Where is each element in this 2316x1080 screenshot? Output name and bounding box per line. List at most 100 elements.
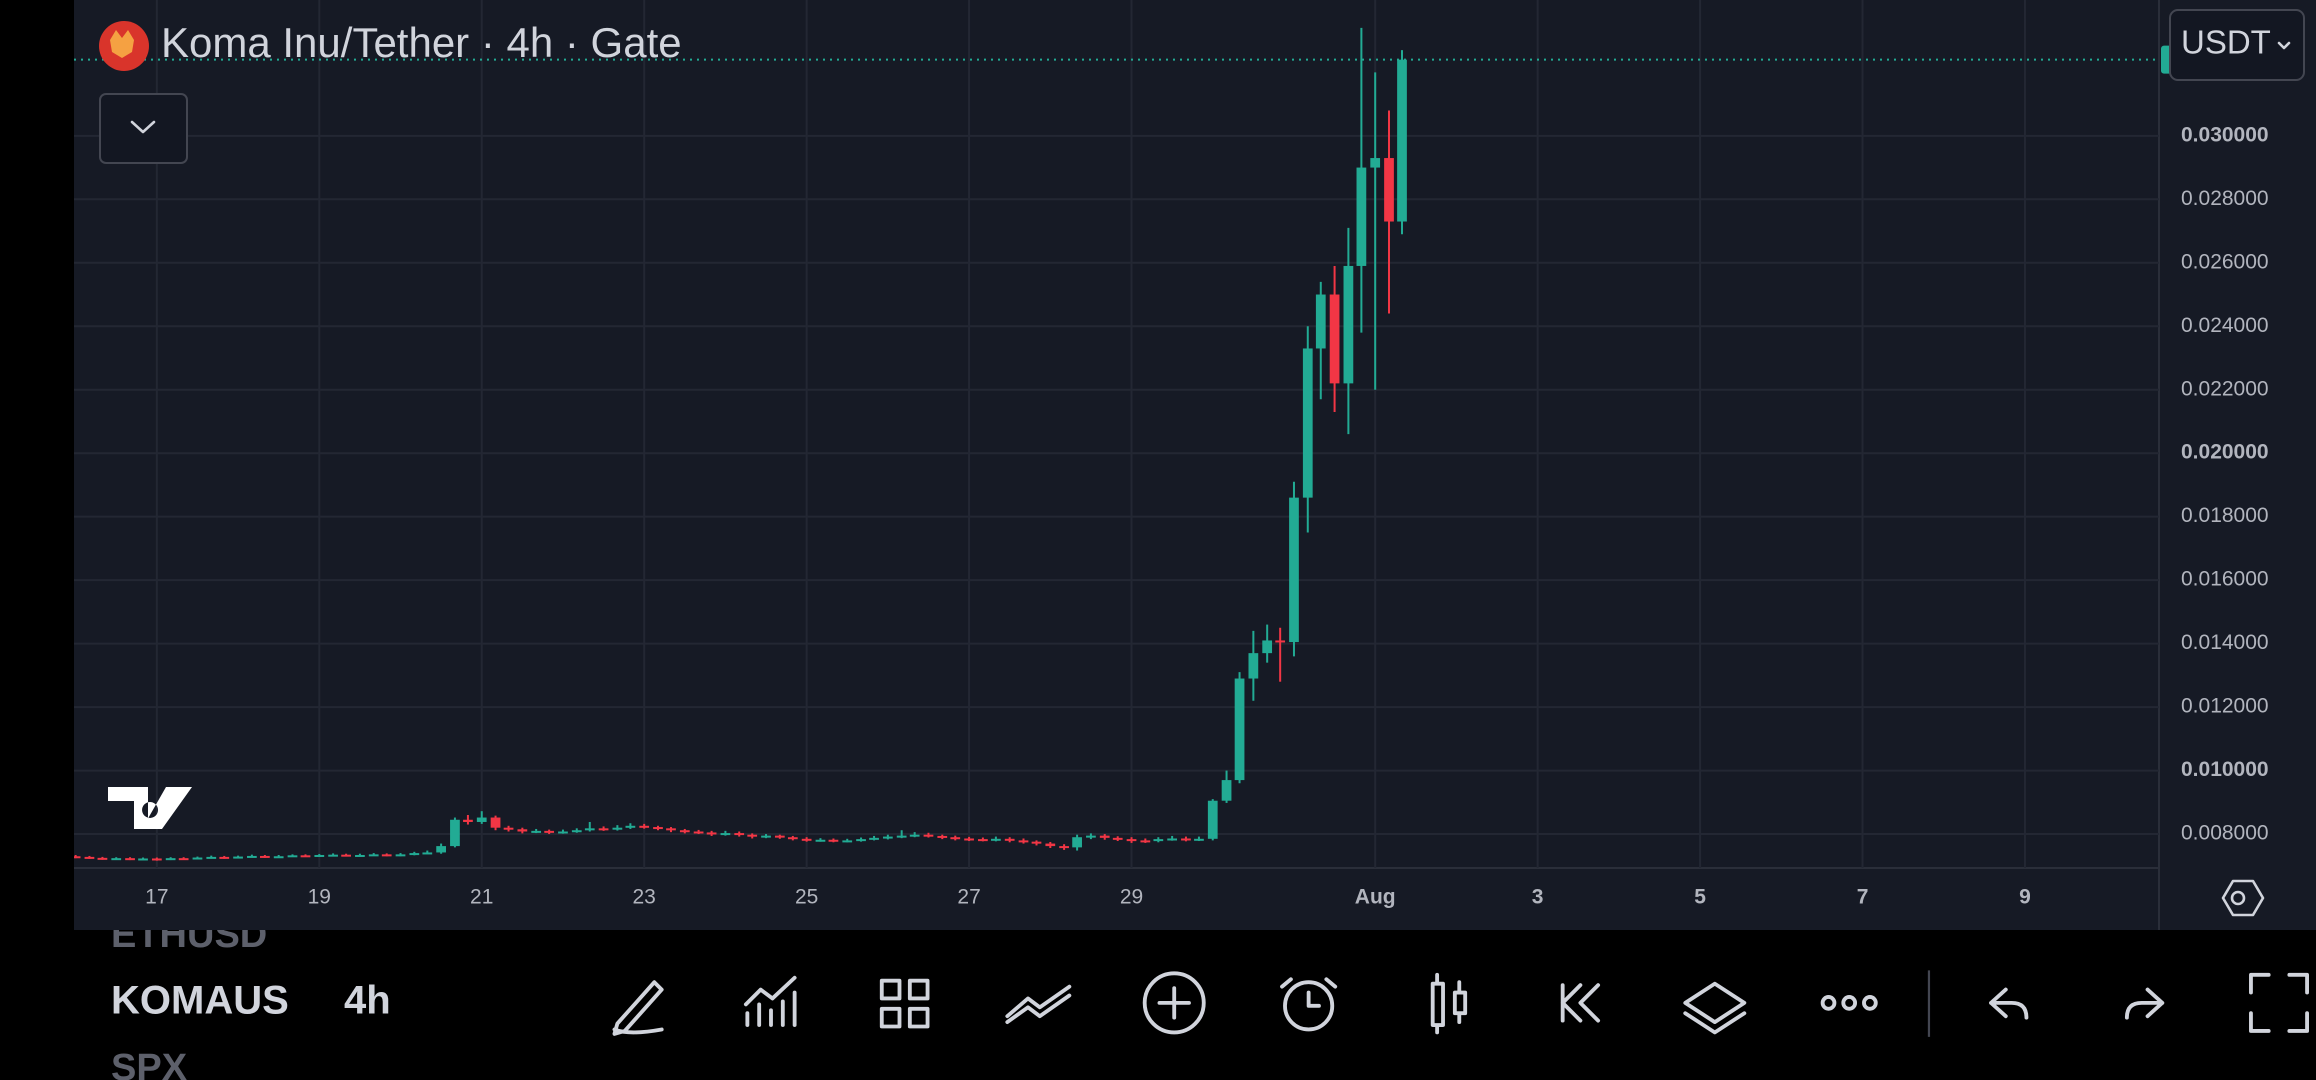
candle-body <box>1140 840 1151 843</box>
y-tick-label: 0.020000 <box>2181 441 2269 464</box>
compare-icon[interactable] <box>1005 984 1072 1025</box>
candle-body <box>314 854 325 857</box>
currency-button[interactable] <box>2169 9 2305 81</box>
x-tick-label: 27 <box>957 886 980 909</box>
x-tick-label: Aug <box>1355 886 1396 909</box>
candle-body <box>1059 846 1069 849</box>
candle-body <box>1370 158 1381 168</box>
layers-icon[interactable] <box>1683 981 1747 1035</box>
candle-body <box>395 854 406 857</box>
currency-chevron <box>2277 41 2291 50</box>
candle-body <box>1194 838 1204 841</box>
candle-body <box>206 856 217 859</box>
candle-body <box>869 837 879 840</box>
candle-body <box>1004 838 1015 841</box>
candle-body <box>598 828 609 831</box>
draw-icon[interactable] <box>612 980 664 1036</box>
chart-area <box>74 0 2316 930</box>
currency-label: USDT <box>2181 24 2271 61</box>
replay-icon[interactable] <box>1560 983 1601 1023</box>
y-tick-label: 0.010000 <box>2181 758 2269 781</box>
candle-body <box>1384 158 1394 222</box>
candle-body <box>747 834 758 837</box>
y-tick-label: 0.028000 <box>2181 187 2269 210</box>
candle-body <box>151 858 162 861</box>
candle-body <box>801 838 812 841</box>
candle-body <box>896 835 907 838</box>
candle-body <box>978 839 988 842</box>
symbol-item[interactable]: KOMAUS <box>111 979 289 1023</box>
indicators-icon[interactable] <box>743 975 797 1027</box>
candle-body <box>1018 840 1029 843</box>
x-tick-label: 9 <box>2019 886 2031 909</box>
candle-body <box>84 856 95 859</box>
redo-icon[interactable] <box>2124 987 2165 1020</box>
watermark-logo <box>108 787 192 829</box>
candle-body <box>544 830 555 833</box>
x-tick-label: 25 <box>795 886 818 909</box>
chart-type-icon[interactable] <box>1430 972 1468 1035</box>
candle-body <box>233 856 243 859</box>
fullscreen-icon[interactable] <box>2249 972 2309 1033</box>
candle-body <box>1343 265 1354 384</box>
candle-body <box>409 853 420 856</box>
candle-body <box>1072 837 1082 848</box>
toolbar-icons <box>612 970 2309 1037</box>
undo-icon[interactable] <box>1989 987 2029 1020</box>
candle-body <box>842 840 853 843</box>
candle-body <box>950 837 961 840</box>
collapse-button[interactable] <box>99 93 188 164</box>
x-tick-label: 19 <box>308 886 331 909</box>
settings-icon[interactable] <box>2221 879 2265 917</box>
candle-body <box>1302 348 1313 498</box>
candle-body <box>1289 497 1299 643</box>
symbol-item[interactable]: SPX <box>111 1047 188 1080</box>
x-tick-label: 29 <box>1120 886 1143 909</box>
candle-body <box>436 846 447 853</box>
add-icon[interactable] <box>1142 971 1206 1035</box>
more-icon[interactable] <box>1820 995 1837 1011</box>
candle-body <box>761 835 771 838</box>
candle-body <box>74 856 81 859</box>
settings-dot <box>2230 890 2246 906</box>
coin-logo-face <box>110 30 134 58</box>
candle-body <box>1126 839 1137 842</box>
x-tick-label: 3 <box>1532 886 1544 909</box>
candle-body <box>1248 653 1259 679</box>
candle-body <box>1315 294 1326 349</box>
y-tick-label: 0.026000 <box>2181 250 2269 273</box>
interval-button[interactable]: 4h <box>344 979 391 1023</box>
candle-body <box>679 830 690 833</box>
x-tick-label: 17 <box>145 886 168 909</box>
candle-body <box>1221 780 1232 801</box>
candle-body <box>125 858 135 861</box>
candle-body <box>856 839 866 842</box>
y-tick-label: 0.012000 <box>2181 695 2269 718</box>
candle-body <box>219 856 230 859</box>
candle-body <box>1262 640 1273 654</box>
candle-body <box>273 856 284 859</box>
candle-body <box>964 838 974 841</box>
candle-body <box>1275 640 1286 643</box>
candle-body <box>787 837 798 840</box>
symbol-item[interactable]: ETHUSD <box>111 914 267 956</box>
candle-body <box>720 833 731 836</box>
candle-body <box>381 854 392 857</box>
candle-body <box>97 857 108 860</box>
candle-body <box>450 819 460 847</box>
candle-body <box>1031 841 1042 844</box>
layouts-icon[interactable] <box>879 978 930 1029</box>
y-tick-label: 0.016000 <box>2181 568 2269 591</box>
candle-body <box>666 828 676 831</box>
x-tick-label: 5 <box>1694 886 1706 909</box>
candle-body <box>693 831 704 834</box>
candle-body <box>828 839 839 842</box>
candle-body <box>653 827 663 830</box>
alert-icon[interactable] <box>1283 980 1335 1032</box>
candle-body <box>612 827 623 830</box>
candle-body <box>517 829 528 832</box>
candle-body <box>1045 843 1056 847</box>
candle-body <box>1397 59 1407 222</box>
